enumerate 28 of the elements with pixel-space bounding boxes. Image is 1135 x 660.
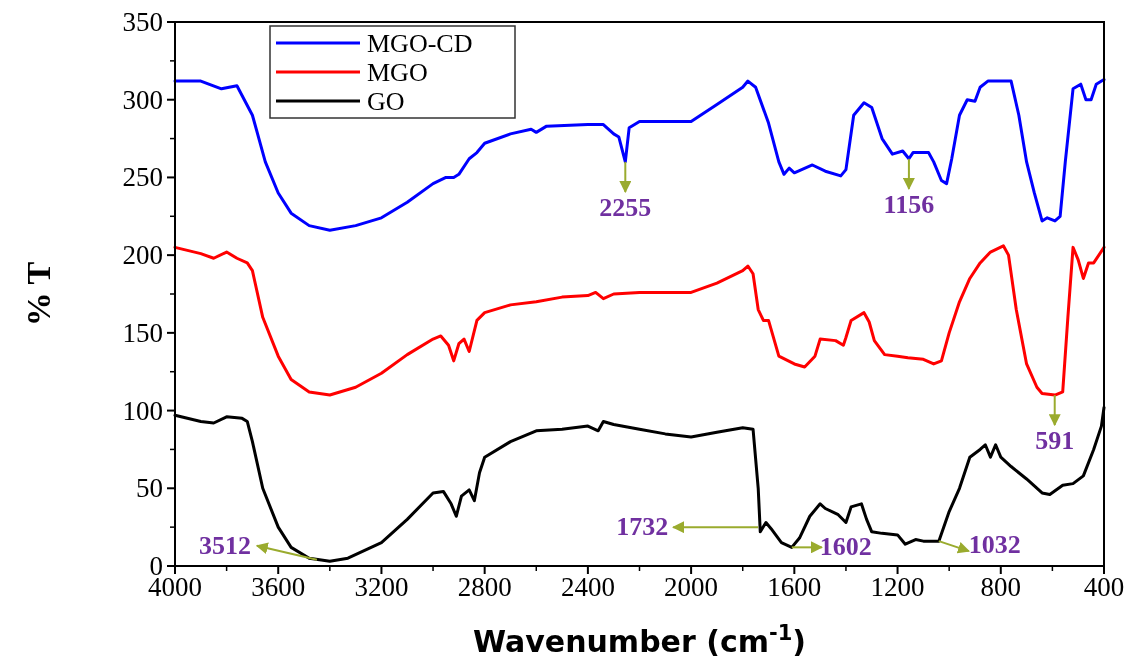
annotation: 2255 (599, 192, 652, 222)
x-tick-label: 800 (980, 572, 1022, 602)
y-tick-label: 350 (122, 7, 163, 37)
annotation: 1032 (968, 530, 1021, 560)
y-tick-label: 50 (136, 473, 163, 504)
annotation: 591 (1035, 426, 1075, 456)
x-tick-label: 3200 (354, 572, 409, 602)
x-tick-label: 2400 (560, 572, 615, 602)
x-tick-label: 2000 (664, 572, 719, 602)
y-tick-label: 250 (122, 162, 163, 193)
legend-label: MGO-CD (367, 29, 473, 58)
annotation: 3512 (198, 530, 251, 560)
x-tick-label: 3600 (251, 572, 306, 602)
x-tick-label: 1200 (870, 572, 925, 602)
x-tick-label: 2800 (457, 572, 512, 602)
annotation: 1156 (883, 189, 935, 219)
y-tick-label: 300 (122, 84, 163, 115)
annotation: 1732 (616, 512, 669, 542)
y-axis-title: % T (20, 261, 57, 327)
x-tick-label: 400 (1083, 572, 1125, 602)
legend-label: MGO (367, 58, 428, 87)
legend-label: GO (367, 87, 405, 116)
y-tick-label: 150 (122, 317, 163, 348)
annotation: 1602 (819, 532, 872, 562)
x-tick-label: 1600 (767, 572, 822, 602)
y-tick-label: 200 (122, 240, 163, 271)
y-tick-label: 100 (122, 395, 163, 426)
x-axis-title: Wavenumber (cm$^{-1}$) (472, 621, 807, 659)
